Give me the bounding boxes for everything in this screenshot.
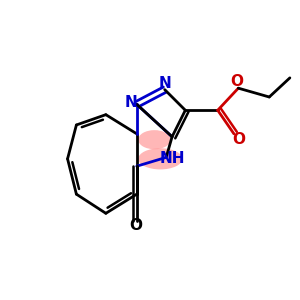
Text: NH: NH	[160, 151, 185, 166]
Text: N: N	[158, 76, 171, 91]
Text: O: O	[230, 74, 243, 89]
Text: N: N	[125, 95, 138, 110]
Ellipse shape	[138, 148, 182, 169]
Text: O: O	[129, 218, 142, 232]
Text: O: O	[232, 132, 245, 147]
Ellipse shape	[138, 130, 171, 149]
